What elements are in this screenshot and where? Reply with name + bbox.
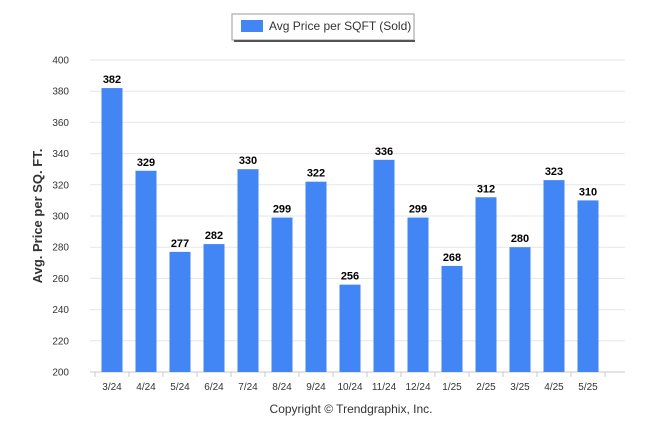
y-tick-label: 200	[52, 368, 69, 379]
data-label: 268	[443, 252, 461, 264]
y-axis-ticks: 200 220 240 260 280 300 320 340 360 380 400	[52, 56, 69, 379]
data-label: 312	[477, 183, 495, 195]
y-tick-label: 380	[52, 87, 69, 98]
data-label: 299	[273, 204, 291, 216]
bar	[577, 200, 599, 372]
data-label: 277	[171, 238, 189, 250]
y-tick-label: 260	[52, 274, 69, 285]
bar	[339, 284, 361, 372]
data-label: 282	[205, 230, 223, 242]
legend-swatch	[241, 20, 263, 32]
bar	[203, 244, 225, 372]
y-tick-label: 340	[52, 149, 69, 160]
bar	[305, 181, 327, 372]
y-tick-label: 280	[52, 243, 69, 254]
data-label: 310	[579, 186, 597, 198]
x-tick-label: 4/25	[544, 382, 564, 393]
bar	[475, 197, 497, 372]
legend-label: Avg Price per SQFT (Sold)	[269, 19, 411, 33]
x-tick-label: 5/24	[170, 382, 190, 393]
bar	[101, 88, 123, 372]
y-tick-label: 320	[52, 180, 69, 191]
data-labels: 382 329 277 282 330 299 322 256 336 299 268 312 280 3…	[103, 74, 597, 283]
x-tick-label: 9/24	[306, 382, 326, 393]
x-tick-label: 3/25	[510, 382, 530, 393]
data-label: 330	[239, 155, 257, 167]
x-tick-label: 11/24	[372, 382, 397, 393]
copyright-footer: Copyright © Trendgraphix, Inc.	[270, 402, 433, 416]
data-label: 382	[103, 74, 121, 86]
x-tick-label: 10/24	[337, 382, 362, 393]
x-tick-label: 4/24	[136, 382, 156, 393]
x-tick-label: 6/24	[204, 382, 224, 393]
y-tick-label: 360	[52, 118, 69, 129]
legend: Avg Price per SQFT (Sold)	[231, 13, 415, 42]
data-label: 256	[341, 271, 359, 283]
x-tick-label: 7/24	[238, 382, 258, 393]
data-label: 329	[137, 157, 155, 169]
data-label: 323	[545, 166, 563, 178]
y-axis-title: Avg. Price per SQ. FT.	[30, 149, 45, 284]
x-tick-label: 12/24	[405, 382, 430, 393]
bar	[373, 159, 395, 372]
y-tick-label: 400	[52, 56, 69, 67]
x-tick-label: 5/25	[578, 382, 598, 393]
y-tick-label: 240	[52, 305, 69, 316]
x-tick-label: 3/24	[102, 382, 122, 393]
x-axis-ticks: 3/24 4/24 5/24 6/24 7/24 8/24 9/24 10/24 11/24 12…	[94, 372, 606, 393]
data-label: 280	[511, 233, 529, 245]
bar	[135, 170, 157, 372]
bar	[271, 217, 293, 372]
y-tick-label: 220	[52, 336, 69, 347]
y-tick-label: 300	[52, 212, 69, 223]
bar	[237, 169, 259, 372]
bar	[169, 251, 191, 372]
bar	[407, 217, 429, 372]
data-label: 299	[409, 204, 427, 216]
bar	[509, 247, 531, 372]
x-tick-label: 1/25	[442, 382, 462, 393]
bars	[101, 88, 599, 372]
bar	[543, 180, 565, 372]
bar	[441, 265, 463, 372]
data-label: 322	[307, 168, 325, 180]
data-label: 336	[375, 146, 393, 158]
x-tick-label: 8/24	[272, 382, 292, 393]
x-tick-label: 2/25	[476, 382, 496, 393]
